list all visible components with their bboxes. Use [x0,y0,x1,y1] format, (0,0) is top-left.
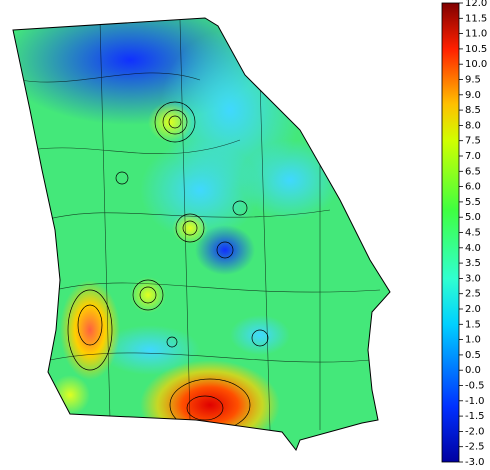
colorbar-tick-label: 6.0 [465,182,481,193]
colorbar-tick-label: -2.5 [465,442,485,453]
colorbar-tick-label: 3.5 [465,258,481,269]
colorbar-tick-label: 9.0 [465,90,481,101]
colorbar-tick-label: 4.5 [465,228,481,239]
colorbar-tick-label: -1.0 [465,396,485,407]
colorbar-tick-label: 11.5 [465,13,487,24]
colorbar-tick-label: 4.0 [465,243,481,254]
colorbar-tick-label: 2.5 [465,289,481,300]
colorbar-tick-label: 0.0 [465,365,481,376]
colorbar-tick-label: 7.0 [465,151,481,162]
colorbar-tick-label: 10.5 [465,44,487,55]
colorbar-tick-label: 12.0 [465,0,487,9]
colorbar-tick-label: 1.5 [465,319,481,330]
colorbar-ticks: 12.0 11.5 11.0 10.5 10.0 9.5 9.0 8.5 8.0 7.5 7.0 6.… [459,0,487,468]
colorbar-tick-label: 1.0 [465,335,481,346]
heat-map [13,18,390,450]
colorbar-tick-label: -0.5 [465,381,485,392]
colorbar-tick-label: 6.5 [465,166,481,177]
state-outline [12,17,391,451]
colorbar-tick-label: 10.0 [465,59,487,70]
colorbar [441,2,460,463]
colorbar-tick-label: 7.5 [465,136,481,147]
colorbar-tick-label: 9.5 [465,75,481,86]
colorbar-tick-label: 5.0 [465,212,481,223]
colorbar-tick-label: 0.5 [465,350,481,361]
colorbar-tick-label: -3.0 [465,457,485,468]
colorbar-tick-label: -2.0 [465,426,485,437]
colorbar-tick-label: 5.5 [465,197,481,208]
colorbar-tick-label: 3.0 [465,273,481,284]
colorbar-tick-label: 8.0 [465,120,481,131]
colorbar-tick-label: 11.0 [465,29,487,40]
colorbar-tick-label: 2.0 [465,304,481,315]
colorbar-tick-label: -1.5 [465,411,485,422]
colorbar-tick-label: 8.5 [465,105,481,116]
